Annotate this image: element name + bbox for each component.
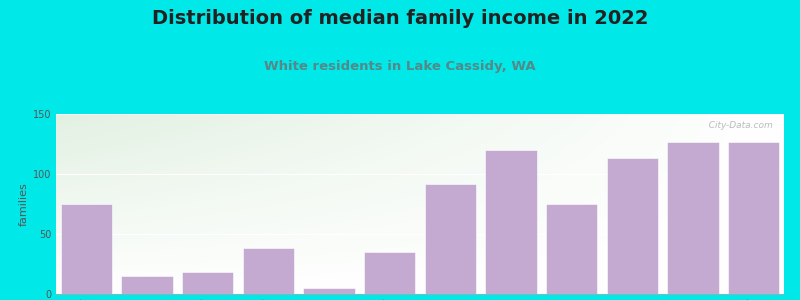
Text: White residents in Lake Cassidy, WA: White residents in Lake Cassidy, WA <box>264 60 536 73</box>
Bar <box>122 276 173 294</box>
Y-axis label: families: families <box>18 182 29 226</box>
Bar <box>425 184 476 294</box>
Bar <box>667 142 718 294</box>
Bar <box>182 272 234 294</box>
Bar <box>303 288 354 294</box>
Bar <box>242 248 294 294</box>
Bar <box>728 142 779 294</box>
Bar <box>486 150 537 294</box>
Bar <box>546 204 598 294</box>
Bar <box>61 204 112 294</box>
Text: City-Data.com: City-Data.com <box>703 121 773 130</box>
Bar <box>606 158 658 294</box>
Text: Distribution of median family income in 2022: Distribution of median family income in … <box>152 9 648 28</box>
Bar <box>364 252 415 294</box>
